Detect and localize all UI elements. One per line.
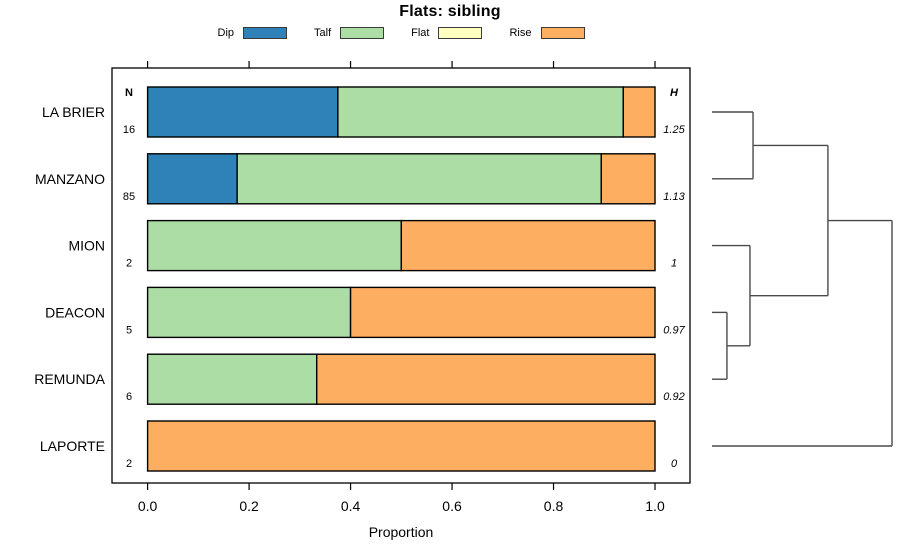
bar-segment-dip <box>146 86 339 138</box>
legend: Dip Talf Flat Rise <box>112 25 690 41</box>
n-value: 2 <box>126 458 132 470</box>
n-value: 2 <box>126 258 132 270</box>
legend-label: Talf <box>314 27 332 39</box>
n-value: 16 <box>123 124 135 136</box>
bar-segment-talf <box>146 286 352 339</box>
legend-swatch-rise <box>540 27 585 39</box>
legend-label: Rise <box>509 27 532 39</box>
row-label: LA BRIER <box>42 104 105 120</box>
h-column-header: H <box>670 87 679 99</box>
bar-segment-rise <box>400 219 656 272</box>
x-axis-label: Proportion <box>368 524 434 540</box>
bar-segment-rise <box>622 86 656 138</box>
bar-segment-talf <box>146 353 318 405</box>
n-value: 5 <box>126 324 132 336</box>
x-tick-label: 0.0 <box>138 498 158 514</box>
legend-item-flat: Flat <box>411 26 483 40</box>
row-label: MANZANO <box>35 171 105 187</box>
legend-item-rise: Rise <box>509 26 585 40</box>
n-value: 6 <box>126 391 132 403</box>
chart-title: Flats: sibling <box>399 3 501 20</box>
legend-swatch-talf <box>340 27 385 39</box>
h-value: 0.97 <box>663 324 685 336</box>
h-value: 1 <box>671 258 677 270</box>
n-column-header: N <box>125 87 133 99</box>
row-label: REMUNDA <box>34 371 105 387</box>
h-value: 0 <box>671 458 678 470</box>
bar-segment-talf <box>146 219 403 272</box>
x-tick-label: 0.4 <box>341 498 361 514</box>
bar-segment-rise <box>349 286 656 339</box>
n-value: 85 <box>123 191 135 203</box>
bar-segment-dip <box>146 153 238 205</box>
h-value: 1.13 <box>663 191 685 203</box>
x-tick-label: 0.8 <box>544 498 564 514</box>
row-label: DEACON <box>45 304 105 320</box>
bar-segment-talf <box>337 86 624 138</box>
plot-box <box>111 67 691 484</box>
bar-segment-rise <box>600 153 656 205</box>
legend-item-dip: Dip <box>218 26 288 40</box>
row-label: LAPORTE <box>40 438 105 454</box>
bar-segment-rise <box>146 420 656 472</box>
h-value: 1.25 <box>663 124 685 136</box>
h-value: 0.92 <box>663 391 684 403</box>
legend-swatch-flat <box>438 27 483 39</box>
legend-swatch-dip <box>243 27 288 39</box>
x-tick-label: 0.2 <box>239 498 259 514</box>
legend-label: Dip <box>217 27 235 39</box>
legend-item-talf: Talf <box>314 26 385 40</box>
x-tick-label: 0.6 <box>442 498 462 514</box>
legend-label: Flat <box>411 27 430 39</box>
bar-segment-rise <box>316 353 656 405</box>
bar-segment-talf <box>236 153 602 205</box>
x-tick-label: 1.0 <box>645 498 665 514</box>
row-label: MION <box>68 238 105 254</box>
